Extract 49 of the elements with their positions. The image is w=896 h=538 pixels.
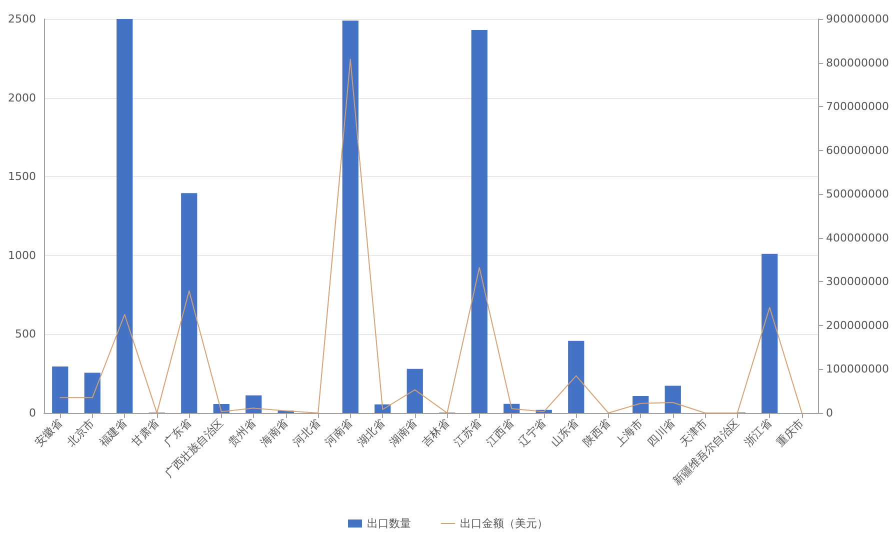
bar xyxy=(632,396,649,413)
y2-tick-label: 500000000 xyxy=(826,188,889,201)
y-tick-label: 1000 xyxy=(8,248,36,262)
bar xyxy=(52,366,68,413)
legend-label: 出口金额（美元） xyxy=(460,517,548,530)
x-tick-label: 江西省 xyxy=(484,416,516,449)
bar xyxy=(762,254,778,413)
bar xyxy=(116,19,133,413)
y-tick-label: 1500 xyxy=(8,170,36,184)
x-tick-label: 甘肃省 xyxy=(128,416,162,449)
bar xyxy=(181,193,198,413)
y2-tick-label: 200000000 xyxy=(826,318,889,332)
x-tick-label: 北京市 xyxy=(64,416,97,449)
bar xyxy=(568,340,584,413)
x-tick-label: 福建省 xyxy=(96,416,130,449)
x-tick-label: 河南省 xyxy=(322,416,355,449)
x-tick-label: 陕西省 xyxy=(580,416,613,449)
x-tick-label: 山东省 xyxy=(548,416,581,449)
y2-tick-label: 800000000 xyxy=(826,56,889,70)
x-tick-label: 上海市 xyxy=(612,416,646,449)
bar xyxy=(84,372,100,413)
x-tick-label: 河北省 xyxy=(290,416,323,449)
bar xyxy=(246,395,262,413)
legend-label: 出口数量 xyxy=(367,517,411,530)
x-tick-label: 海南省 xyxy=(258,416,290,449)
y-tick-label: 2500 xyxy=(8,12,36,26)
line-series xyxy=(60,58,802,414)
x-tick-label: 辽宁省 xyxy=(516,416,548,449)
y2-tick-label: 300000000 xyxy=(826,275,889,288)
y2-tick-label: 0 xyxy=(826,406,833,420)
bar xyxy=(406,368,423,413)
bar xyxy=(342,20,358,413)
x-tick-label: 江苏省 xyxy=(451,416,484,449)
y2-tick-label: 400000000 xyxy=(826,231,889,244)
y2-tick-label: 600000000 xyxy=(826,144,889,157)
y2-tick-label: 900000000 xyxy=(826,12,889,26)
bar xyxy=(664,386,681,413)
bar xyxy=(471,30,488,413)
x-tick-label: 湖北省 xyxy=(354,416,388,449)
y-tick-label: 2000 xyxy=(8,91,36,104)
y-tick-label: 500 xyxy=(15,328,36,341)
x-tick-label: 四川省 xyxy=(644,416,678,449)
x-tick-label: 重庆市 xyxy=(774,416,806,449)
x-tick-label: 浙江省 xyxy=(742,416,774,449)
y2-tick-label: 100000000 xyxy=(826,362,889,376)
y2-tick-label: 700000000 xyxy=(826,100,889,114)
x-tick-label: 湖南省 xyxy=(386,416,420,449)
x-tick-label: 吉林省 xyxy=(419,416,452,449)
x-tick-label: 贵州省 xyxy=(226,416,258,449)
